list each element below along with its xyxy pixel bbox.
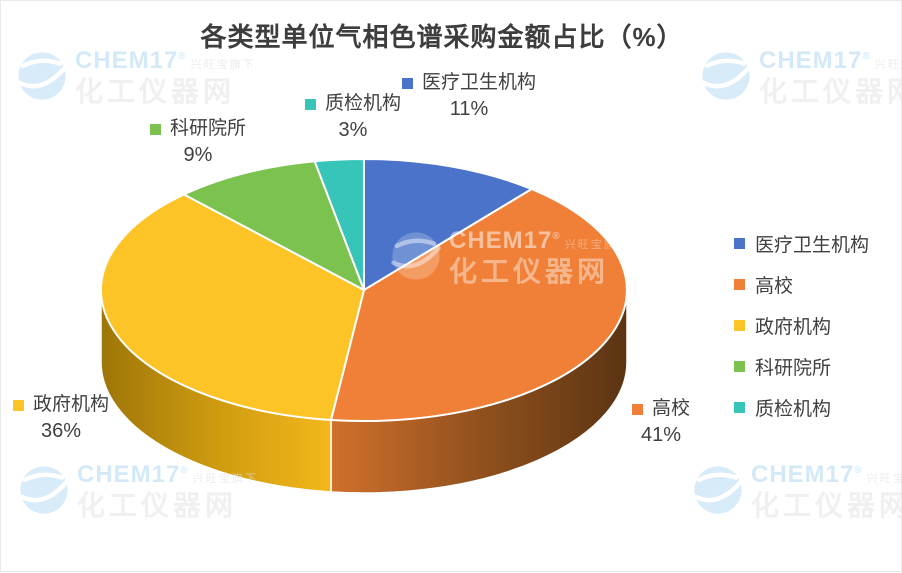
data-label-text: 高校 xyxy=(651,398,691,419)
data-label-medical-health: 医疗卫生机构 11% xyxy=(401,71,537,121)
chart-legend: 医疗卫生机构 高校政府机构科研院所质检机构 xyxy=(734,230,869,435)
data-label-text: 政府机构 xyxy=(32,394,110,415)
chart-title: 各类型单位气相色谱采购金额占比（%） xyxy=(200,22,684,52)
data-label-marker xyxy=(401,77,413,89)
data-label-value: 9% xyxy=(183,144,213,166)
legend-label: 医疗卫生机构 xyxy=(755,235,870,256)
legend-item-quality-inspection: 质检机构 xyxy=(734,394,869,421)
pie-slice-medical-health xyxy=(363,158,533,291)
legend-label: 政府机构 xyxy=(755,317,832,338)
legend-marker xyxy=(734,361,745,372)
data-label-research-institutes: 科研院所 9% xyxy=(149,117,247,167)
data-label-marker xyxy=(631,403,643,415)
legend-marker xyxy=(734,238,745,249)
data-label-marker xyxy=(304,98,316,110)
pie-slice-universities xyxy=(330,188,628,422)
data-label-quality-inspection: 质检机构 3% xyxy=(304,92,402,142)
legend-label: 质检机构 xyxy=(755,399,832,420)
legend-label: 高校 xyxy=(755,276,794,297)
data-label-value: 11% xyxy=(449,98,489,120)
data-label-value: 3% xyxy=(338,119,368,141)
legend-marker xyxy=(734,402,745,413)
data-label-government: 政府机构 36% xyxy=(12,393,110,443)
legend-item-universities: 高校 xyxy=(734,271,869,298)
pie-slice-government xyxy=(99,193,365,421)
legend-label: 科研院所 xyxy=(755,358,832,379)
data-label-text: 医疗卫生机构 xyxy=(421,72,537,93)
legend-item-medical-health: 医疗卫生机构 xyxy=(734,230,869,257)
legend-item-government: 政府机构 xyxy=(734,312,869,339)
data-label-value: 41% xyxy=(640,424,682,446)
data-label-text: 质检机构 xyxy=(324,93,402,114)
legend-marker xyxy=(734,320,745,331)
legend-marker xyxy=(734,279,745,290)
legend-item-research-institutes: 科研院所 xyxy=(734,353,869,380)
data-label-marker xyxy=(149,123,161,135)
pie-slice-quality-inspection xyxy=(313,157,365,291)
data-label-marker xyxy=(12,399,24,411)
pie-slice-research-institutes xyxy=(183,160,365,291)
data-label-universities: 高校 41% xyxy=(631,397,691,447)
data-label-text: 科研院所 xyxy=(169,118,247,139)
data-label-value: 36% xyxy=(40,420,82,442)
